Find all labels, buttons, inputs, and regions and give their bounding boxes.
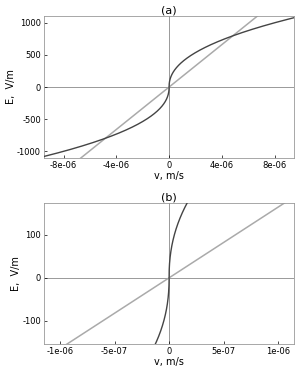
X-axis label: v, m/s: v, m/s [154,171,184,181]
Y-axis label: E,  V/m: E, V/m [6,70,16,104]
Y-axis label: E,  V/m: E, V/m [11,256,21,291]
Title: (b): (b) [161,192,177,202]
X-axis label: v, m/s: v, m/s [154,357,184,367]
Title: (a): (a) [161,6,177,16]
